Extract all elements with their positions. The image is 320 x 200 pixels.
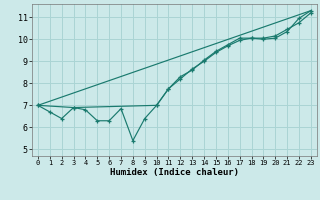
X-axis label: Humidex (Indice chaleur): Humidex (Indice chaleur): [110, 168, 239, 177]
